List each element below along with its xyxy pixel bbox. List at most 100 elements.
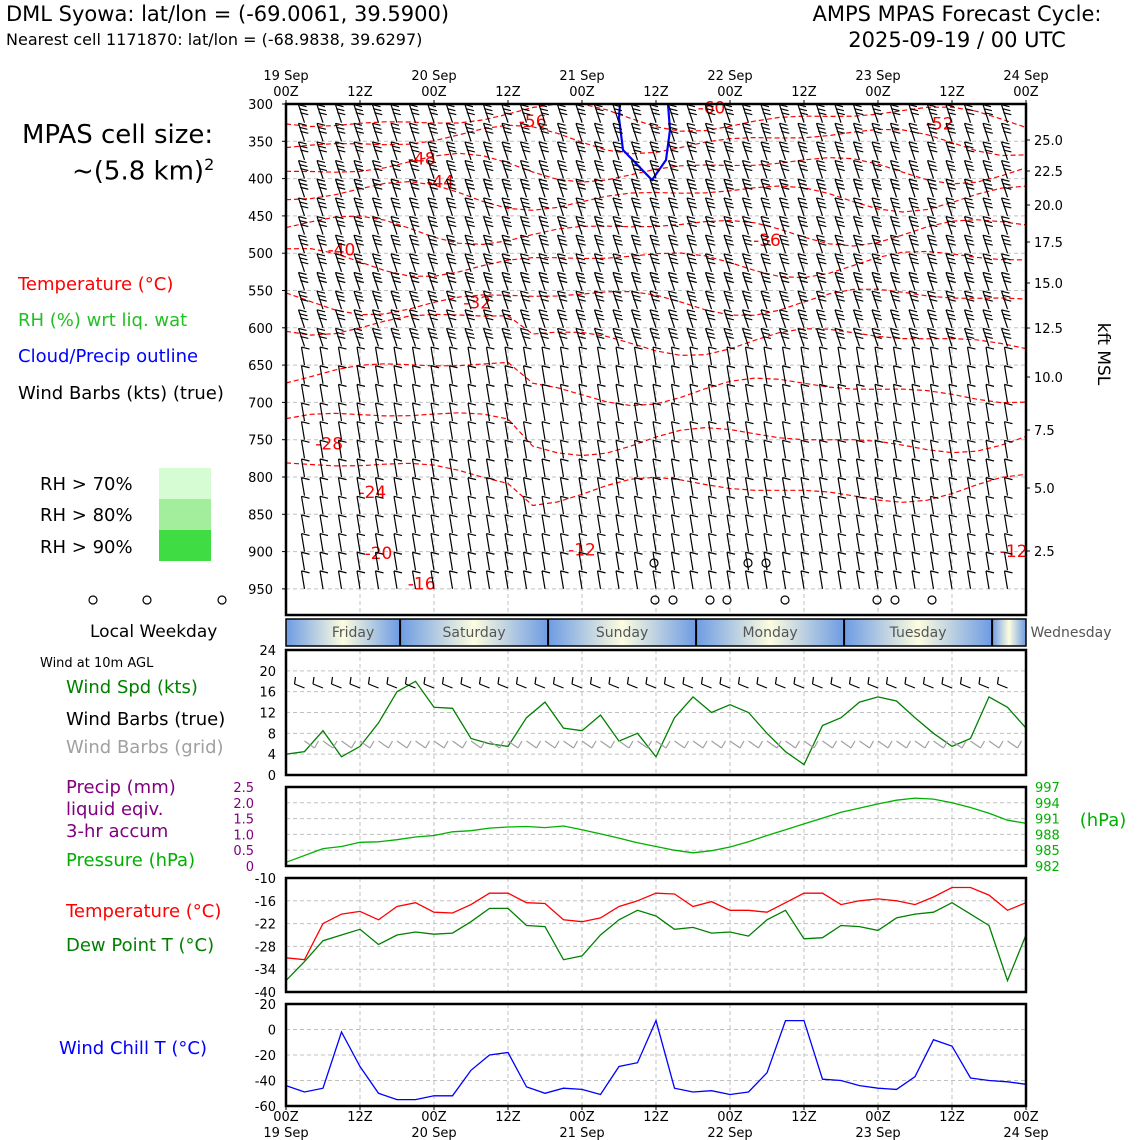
wind-barb-feather (504, 514, 514, 518)
wind-barb-staff (667, 141, 676, 161)
wind-barb-feather (743, 219, 752, 224)
wind-barb-feather (446, 234, 455, 238)
wind-barb-feather (853, 215, 862, 220)
wind-barb-feather (375, 346, 384, 350)
wind-barb-staff (467, 440, 472, 459)
wind-barb-staff (467, 402, 472, 422)
wind-barb-staff (744, 402, 750, 422)
wind-barb-feather (725, 168, 734, 172)
wind-barb-staff (633, 477, 639, 496)
wind-barb-feather (688, 130, 697, 134)
wind-barb-feather (930, 402, 939, 406)
wind-barb-staff (837, 384, 842, 403)
wind-barb-feather (538, 327, 548, 332)
wind-barb-feather (982, 327, 992, 332)
wind-barb-staff (855, 346, 861, 366)
wind-barb-staff (411, 570, 417, 589)
wind-barb-staff (356, 346, 361, 366)
wind-barb-staff (501, 123, 509, 142)
wind-barb-feather (966, 130, 975, 134)
wind-barb-feather (930, 495, 939, 499)
wind-barb-feather (853, 141, 862, 145)
wind-barb-staff (356, 402, 361, 422)
wind-barb-staff (945, 216, 953, 235)
xsec-pressure-label: 550 (248, 284, 273, 299)
wind-barb-staff (353, 179, 361, 198)
wind-barb-staff (615, 346, 620, 366)
wind-barb-feather (649, 160, 659, 164)
wind-barb-feather (856, 551, 865, 555)
wind-barb-feather (983, 275, 993, 280)
wind-barb-staff (448, 365, 454, 384)
wind-barb-staff (445, 160, 454, 179)
wind-barb-feather (318, 298, 327, 302)
wind-barb-staff (319, 421, 324, 440)
wind-barb-staff (778, 235, 787, 254)
wind-barb-feather (652, 533, 662, 537)
wind-barb-feather (558, 219, 567, 224)
wind-barb-feather (428, 145, 438, 149)
wind-barb-feather (338, 477, 347, 481)
wind-barb-staff (411, 421, 417, 440)
wind-barb-feather (649, 234, 659, 238)
wind-barb-staff (390, 141, 398, 161)
wind-barb-feather (964, 290, 973, 294)
wind-barb-feather (430, 458, 440, 462)
wind-barb-staff (797, 235, 805, 254)
wind-barb-staff (300, 552, 306, 571)
wind-barb-feather (299, 182, 308, 186)
wind-barb-staff (926, 272, 935, 291)
wind-barb-feather (300, 186, 309, 190)
true-wind-barb-feather (441, 676, 445, 685)
wind-barb-staff (319, 533, 324, 552)
wind-barb-feather (818, 186, 827, 190)
wind-barb-staff (374, 365, 380, 384)
wind-barb-feather (521, 257, 530, 261)
wind-barb-staff (723, 272, 731, 291)
xsec-kft-label: 20.0 (1034, 199, 1063, 214)
wind-barb-staff (445, 197, 454, 217)
wind-barb-staff (649, 290, 657, 310)
wind-barb-staff (615, 570, 620, 589)
wind-barb-feather (578, 383, 588, 387)
wind-barb-staff (445, 272, 454, 291)
wind-barb-feather (985, 514, 995, 518)
wind-barb-feather (336, 331, 345, 336)
wind-barb-staff (485, 533, 491, 552)
wind-barb-feather (634, 365, 643, 369)
wind-barb-feather (319, 570, 329, 574)
wind-barb-feather (539, 219, 549, 224)
wind-barb-feather (982, 178, 992, 182)
wind-barb-feather (723, 309, 733, 313)
grid-wind-barb-feather (406, 740, 412, 749)
wind-barb-staff (834, 123, 842, 142)
wind-barb-feather (430, 477, 440, 481)
wind-barb-feather (760, 234, 770, 238)
wind-barb-feather (576, 108, 586, 112)
wind-barb-feather (816, 327, 825, 332)
wind-barb-feather (725, 261, 734, 265)
wind-barb-feather (338, 551, 347, 555)
wind-barb-feather (467, 477, 477, 481)
wind-barb-feather (465, 313, 475, 317)
wind-barb-feather (874, 477, 884, 481)
wind-barb-feather (447, 219, 456, 224)
wind-barb-feather (541, 439, 551, 443)
wind-barb-feather (316, 160, 326, 164)
wind-barb-feather (372, 160, 381, 164)
wind-barb-feather (910, 149, 919, 153)
true-wind-barb-feather (959, 676, 963, 685)
grid-wind-barb-feather (424, 740, 431, 749)
wind-barb-feather (538, 178, 548, 182)
wind-barb-feather (391, 108, 401, 112)
true-wind-barb-feather (293, 676, 297, 685)
wind-barb-feather (597, 383, 606, 387)
wind-barb-staff (652, 346, 657, 366)
temperature-contour (285, 247, 1027, 279)
wind-barb-feather (353, 253, 363, 257)
rh-80-label: RH > 80% (40, 505, 133, 526)
wind-barb-staff (985, 514, 990, 534)
wind-barb-staff (374, 346, 380, 366)
wind-barb-staff (945, 197, 953, 217)
wind-barb-staff (300, 496, 306, 515)
